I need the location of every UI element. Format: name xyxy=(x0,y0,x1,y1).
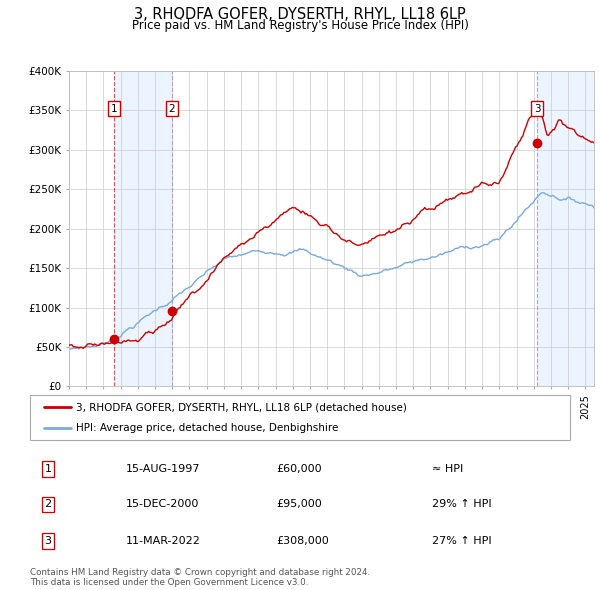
Text: HPI: Average price, detached house, Denbighshire: HPI: Average price, detached house, Denb… xyxy=(76,422,338,432)
Text: 2: 2 xyxy=(44,500,52,509)
Text: £308,000: £308,000 xyxy=(276,536,329,546)
Text: 3, RHODFA GOFER, DYSERTH, RHYL, LL18 6LP: 3, RHODFA GOFER, DYSERTH, RHYL, LL18 6LP xyxy=(134,7,466,22)
Text: 2: 2 xyxy=(168,104,175,114)
Text: £60,000: £60,000 xyxy=(276,464,322,474)
Text: 15-AUG-1997: 15-AUG-1997 xyxy=(126,464,200,474)
Text: 3: 3 xyxy=(534,104,541,114)
Text: 1: 1 xyxy=(111,104,118,114)
Text: ≈ HPI: ≈ HPI xyxy=(432,464,463,474)
Text: 3, RHODFA GOFER, DYSERTH, RHYL, LL18 6LP (detached house): 3, RHODFA GOFER, DYSERTH, RHYL, LL18 6LP… xyxy=(76,402,407,412)
Text: Contains HM Land Registry data © Crown copyright and database right 2024.
This d: Contains HM Land Registry data © Crown c… xyxy=(30,568,370,587)
Text: 15-DEC-2000: 15-DEC-2000 xyxy=(126,500,199,509)
Text: 3: 3 xyxy=(44,536,52,546)
Text: 29% ↑ HPI: 29% ↑ HPI xyxy=(432,500,491,509)
Bar xyxy=(114,71,172,386)
Text: 1: 1 xyxy=(44,464,52,474)
Text: Price paid vs. HM Land Registry's House Price Index (HPI): Price paid vs. HM Land Registry's House … xyxy=(131,19,469,32)
Text: £95,000: £95,000 xyxy=(276,500,322,509)
Text: 27% ↑ HPI: 27% ↑ HPI xyxy=(432,536,491,546)
FancyBboxPatch shape xyxy=(30,395,570,440)
Bar xyxy=(537,71,594,386)
Text: 11-MAR-2022: 11-MAR-2022 xyxy=(126,536,201,546)
